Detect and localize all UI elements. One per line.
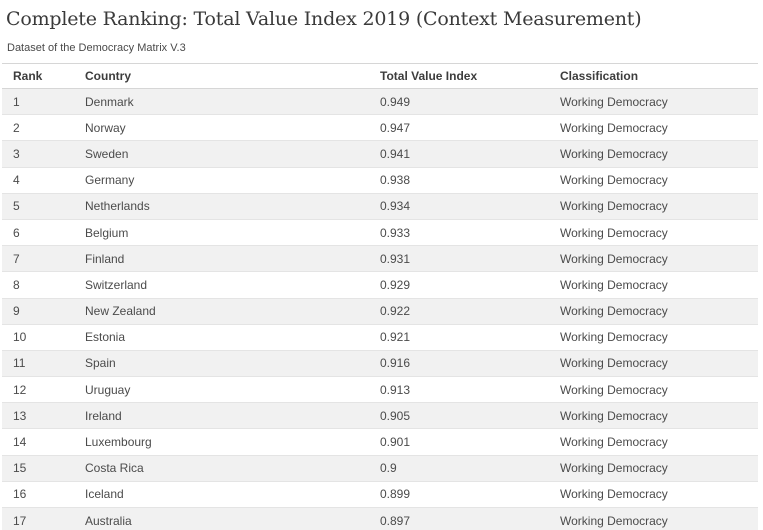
cell-country: Estonia bbox=[85, 330, 126, 345]
table-row: 4 Germany 0.938 Working Democracy bbox=[2, 167, 758, 193]
cell-total-value-index: 0.938 bbox=[380, 173, 411, 188]
table-row: 13 Ireland 0.905 Working Democracy bbox=[2, 402, 758, 429]
cell-total-value-index: 0.916 bbox=[380, 356, 411, 371]
table-header-row: Rank Country Total Value Index Classific… bbox=[2, 63, 758, 89]
cell-rank: 1 bbox=[13, 94, 20, 109]
ranking-page: Complete Ranking: Total Value Index 2019… bbox=[0, 9, 763, 530]
cell-classification: Working Democracy bbox=[560, 146, 668, 161]
cell-total-value-index: 0.931 bbox=[380, 251, 411, 266]
cell-classification: Working Democracy bbox=[560, 487, 668, 502]
cell-rank: 16 bbox=[13, 487, 27, 502]
cell-rank: 4 bbox=[13, 173, 20, 188]
cell-classification: Working Democracy bbox=[560, 94, 668, 109]
cell-classification: Working Democracy bbox=[560, 251, 668, 266]
cell-rank: 5 bbox=[13, 199, 20, 214]
cell-total-value-index: 0.922 bbox=[380, 304, 411, 319]
ranking-table: Rank Country Total Value Index Classific… bbox=[2, 63, 758, 530]
cell-country: Netherlands bbox=[85, 199, 150, 214]
cell-rank: 9 bbox=[13, 304, 20, 319]
cell-country: Ireland bbox=[85, 408, 122, 423]
cell-classification: Working Democracy bbox=[560, 461, 668, 476]
page-title: Complete Ranking: Total Value Index 2019… bbox=[6, 8, 642, 30]
table-row: 17 Australia 0.897 Working Democracy bbox=[2, 507, 758, 530]
table-row: 15 Costa Rica 0.9 Working Democracy bbox=[2, 455, 758, 482]
cell-classification: Working Democracy bbox=[560, 199, 668, 214]
cell-total-value-index: 0.933 bbox=[380, 225, 411, 240]
cell-country: Belgium bbox=[85, 225, 129, 240]
cell-total-value-index: 0.905 bbox=[380, 408, 411, 423]
cell-classification: Working Democracy bbox=[560, 277, 668, 292]
cell-rank: 6 bbox=[13, 225, 20, 240]
cell-rank: 7 bbox=[13, 251, 20, 266]
table-row: 5 Netherlands 0.934 Working Democracy bbox=[2, 193, 758, 220]
cell-classification: Working Democracy bbox=[560, 408, 668, 423]
cell-country: New Zealand bbox=[85, 304, 156, 319]
table-body: 1 Denmark 0.949 Working Democracy 2 Norway 0.9… bbox=[2, 88, 758, 530]
column-header-country: Country bbox=[85, 69, 131, 83]
table-row: 14 Luxembourg 0.901 Working Democracy bbox=[2, 428, 758, 455]
table-row: 16 Iceland 0.899 Working Democracy bbox=[2, 481, 758, 507]
table-row: 12 Uruguay 0.913 Working Democracy bbox=[2, 376, 758, 403]
cell-rank: 2 bbox=[13, 120, 20, 135]
cell-total-value-index: 0.913 bbox=[380, 382, 411, 397]
cell-total-value-index: 0.949 bbox=[380, 94, 411, 109]
cell-classification: Working Democracy bbox=[560, 382, 668, 397]
cell-classification: Working Democracy bbox=[560, 225, 668, 240]
cell-country: Sweden bbox=[85, 146, 129, 161]
cell-classification: Working Democracy bbox=[560, 435, 668, 450]
cell-total-value-index: 0.899 bbox=[380, 487, 411, 502]
cell-rank: 17 bbox=[13, 513, 27, 528]
column-header-rank: Rank bbox=[13, 69, 43, 83]
cell-classification: Working Democracy bbox=[560, 330, 668, 345]
table-row: 2 Norway 0.947 Working Democracy bbox=[2, 114, 758, 141]
cell-country: Denmark bbox=[85, 94, 134, 109]
cell-country: Norway bbox=[85, 120, 126, 135]
table-row: 3 Sweden 0.941 Working Democracy bbox=[2, 140, 758, 168]
cell-country: Switzerland bbox=[85, 277, 148, 292]
cell-total-value-index: 0.897 bbox=[380, 513, 411, 528]
cell-classification: Working Democracy bbox=[560, 513, 668, 528]
cell-country: Germany bbox=[85, 173, 135, 188]
cell-classification: Working Democracy bbox=[560, 356, 668, 371]
cell-rank: 11 bbox=[13, 356, 26, 371]
cell-classification: Working Democracy bbox=[560, 173, 668, 188]
cell-country: Costa Rica bbox=[85, 461, 144, 476]
cell-rank: 13 bbox=[13, 408, 27, 423]
cell-rank: 14 bbox=[13, 435, 27, 450]
cell-total-value-index: 0.934 bbox=[380, 199, 411, 214]
column-header-classification: Classification bbox=[560, 69, 639, 83]
table-row: 6 Belgium 0.933 Working Democracy bbox=[2, 219, 758, 245]
table-header: Rank Country Total Value Index Classific… bbox=[2, 63, 758, 89]
page-subtitle: Dataset of the Democracy Matrix V.3 bbox=[7, 42, 186, 54]
cell-total-value-index: 0.941 bbox=[380, 146, 411, 161]
cell-total-value-index: 0.921 bbox=[380, 330, 411, 345]
table-row: 8 Switzerland 0.929 Working Democracy bbox=[2, 271, 758, 298]
cell-classification: Working Democracy bbox=[560, 304, 668, 319]
table-row: 7 Finland 0.931 Working Democracy bbox=[2, 245, 758, 272]
cell-country: Iceland bbox=[85, 487, 124, 502]
cell-total-value-index: 0.947 bbox=[380, 120, 411, 135]
cell-rank: 12 bbox=[13, 382, 27, 397]
cell-country: Finland bbox=[85, 251, 125, 266]
cell-rank: 8 bbox=[13, 277, 20, 292]
cell-country: Australia bbox=[85, 513, 132, 528]
table-row: 9 New Zealand 0.922 Working Democracy bbox=[2, 298, 758, 325]
table-row: 11 Spain 0.916 Working Democracy bbox=[2, 350, 758, 377]
cell-rank: 3 bbox=[13, 146, 20, 161]
cell-rank: 15 bbox=[13, 461, 27, 476]
cell-country: Spain bbox=[85, 356, 116, 371]
cell-total-value-index: 0.9 bbox=[380, 461, 397, 476]
cell-classification: Working Democracy bbox=[560, 120, 668, 135]
cell-country: Luxembourg bbox=[85, 435, 152, 450]
table-row: 10 Estonia 0.921 Working Democracy bbox=[2, 324, 758, 350]
cell-total-value-index: 0.901 bbox=[380, 435, 411, 450]
cell-rank: 10 bbox=[13, 330, 27, 345]
cell-total-value-index: 0.929 bbox=[380, 277, 411, 292]
cell-country: Uruguay bbox=[85, 382, 131, 397]
column-header-total-value-index: Total Value Index bbox=[380, 69, 478, 83]
table-row: 1 Denmark 0.949 Working Democracy bbox=[2, 88, 758, 115]
